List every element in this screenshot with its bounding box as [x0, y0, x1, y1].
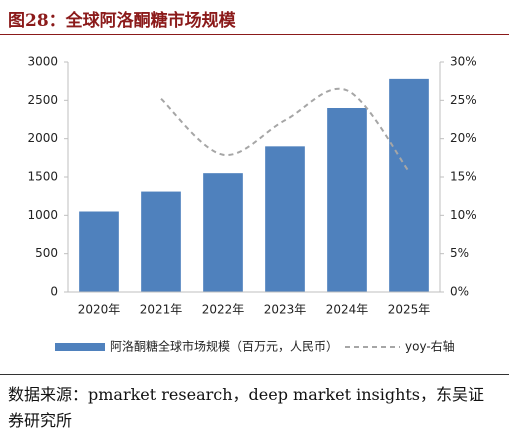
- legend-label: 阿洛酮糖全球市场规模（百万元，人民币）: [110, 339, 338, 354]
- y2-tick-label: 5%: [450, 246, 469, 260]
- y2-tick-label: 30%: [450, 55, 477, 69]
- y2-tick-label: 15%: [450, 170, 477, 184]
- y-tick-label: 0: [50, 285, 58, 299]
- bar: [265, 146, 305, 292]
- legend-label: yoy-右轴: [405, 339, 455, 354]
- y-tick-label: 2500: [27, 93, 58, 107]
- y2-tick-label: 20%: [450, 131, 477, 145]
- y-tick-label: 1500: [27, 170, 58, 184]
- y-tick-label: 500: [35, 246, 58, 260]
- chart: 0 500 1000 1500 2000 2500 3000 0% 5% 10% 15% 20% 25%…: [27, 55, 477, 354]
- x-tick-label: 2020年: [78, 303, 121, 317]
- x-tick-label: 2024年: [326, 303, 369, 317]
- x-tick-label: 2023年: [264, 303, 307, 317]
- bar: [389, 78, 429, 292]
- chart-title: 图28：全球阿洛酮糖市场规模: [8, 11, 236, 31]
- rule: [0, 34, 509, 35]
- y2-tick-label: 10%: [450, 208, 477, 222]
- bar: [79, 211, 119, 292]
- y-tick-label: 1000: [27, 208, 58, 222]
- x-tick-label: 2025年: [388, 303, 431, 317]
- x-tick-label: 2022年: [202, 303, 245, 317]
- y-tick-label: 3000: [27, 55, 58, 69]
- y-tick-label: 2000: [27, 131, 58, 145]
- bar: [203, 173, 243, 292]
- legend-swatch: [55, 343, 105, 351]
- line: [160, 87, 410, 173]
- bar: [327, 108, 367, 292]
- y2-tick-label: 0%: [450, 285, 469, 299]
- bar: [141, 191, 181, 292]
- rule: [0, 374, 509, 375]
- x-tick-label: 2021年: [140, 303, 183, 317]
- y2-tick-label: 25%: [450, 93, 477, 107]
- source: 数据来源：pmarket research，deep market insigh…: [8, 385, 485, 430]
